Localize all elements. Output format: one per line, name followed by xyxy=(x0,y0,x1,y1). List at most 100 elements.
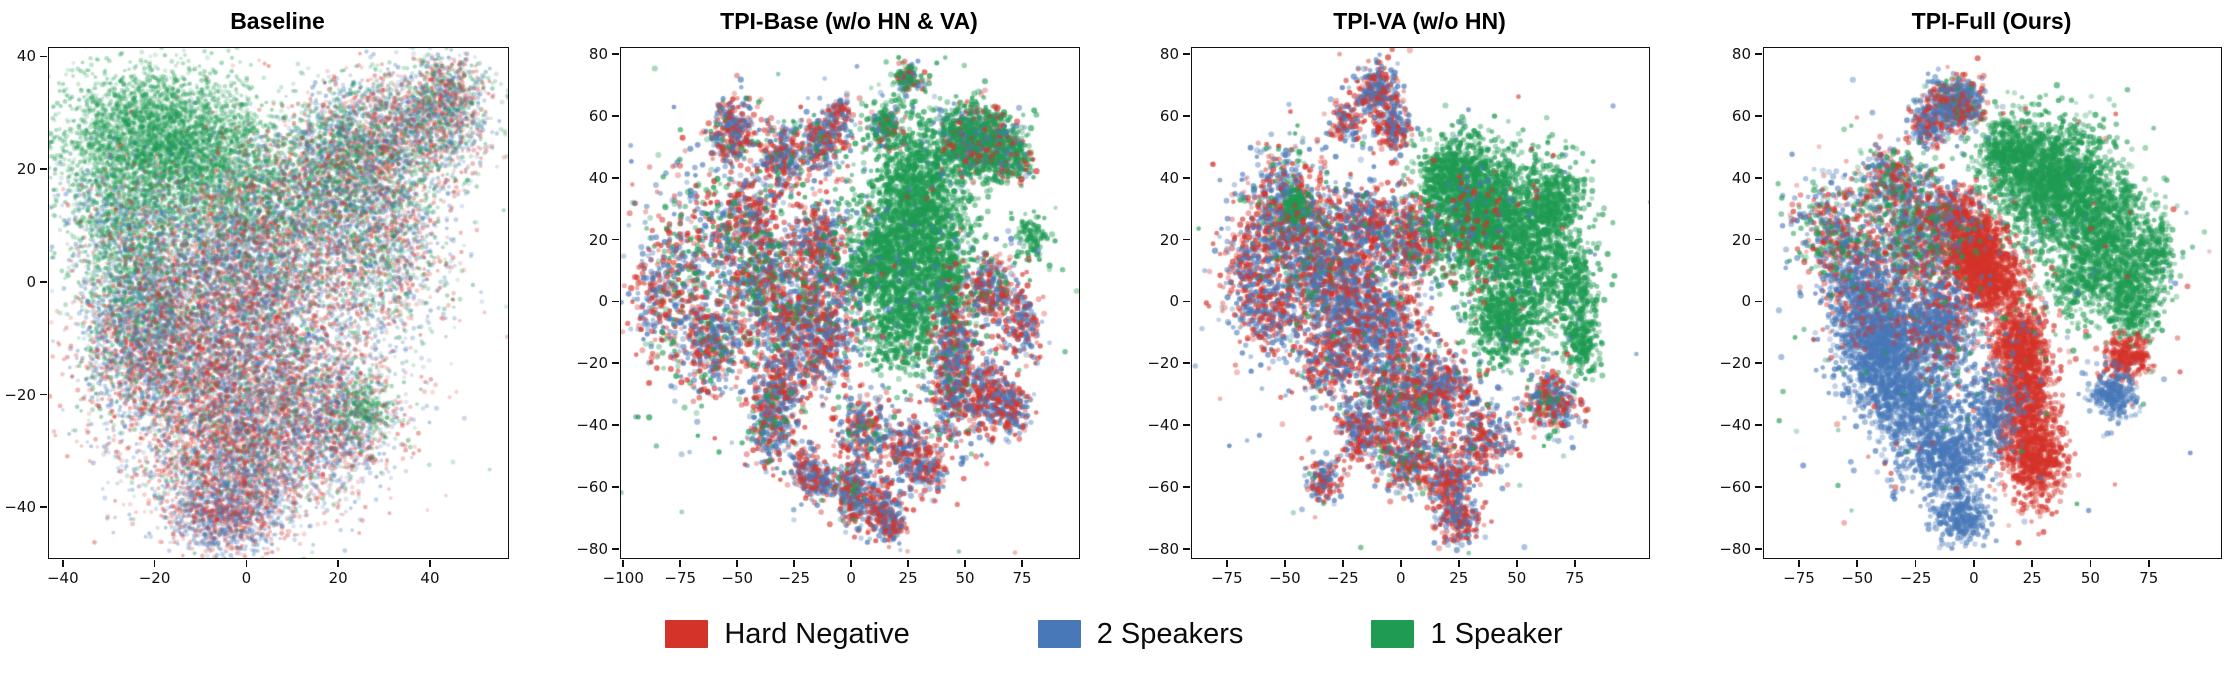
x-tick-mark xyxy=(337,560,339,567)
panel-tpi-full-plot: 80 60 40 20 0 −20 −40 −60 −80 −75 −50 −25 0 25 50 75 xyxy=(1719,45,2222,587)
legend-label: 2 Speakers xyxy=(1096,617,1244,650)
y-tick-mark xyxy=(612,547,619,550)
y-tick-mark xyxy=(1183,238,1190,241)
y-tick-label: 20 xyxy=(588,230,608,249)
x-tick-mark xyxy=(1856,560,1859,567)
y-tick-label: 60 xyxy=(1159,107,1179,125)
y-tick-label: 60 xyxy=(588,107,608,125)
y-tick-mark xyxy=(612,424,619,426)
x-tick-mark xyxy=(245,560,248,567)
y-tick-label: −40 xyxy=(1147,416,1179,435)
x-tick-mark xyxy=(1283,560,1286,567)
y-tick-mark xyxy=(40,281,47,283)
x-tick-mark xyxy=(1225,560,1228,567)
y-tick-label: 0 xyxy=(1741,292,1751,311)
y-tick-mark xyxy=(1755,547,1762,550)
x-tick-label: 50 xyxy=(1507,569,1527,587)
x-tick-label: 0 xyxy=(1969,569,1979,587)
y-tick-label: −20 xyxy=(4,385,36,404)
x-tick-mark xyxy=(1798,560,1800,567)
legend: Hard Negative 2 Speakers 1 Speaker xyxy=(0,604,2228,664)
x-tick-label: −25 xyxy=(1326,569,1359,587)
x-tick-mark xyxy=(964,560,966,567)
y-tick-label: 80 xyxy=(1731,45,1751,64)
x-tick-mark xyxy=(1573,560,1576,567)
y-tick-mark xyxy=(1755,53,1762,55)
x-tick-mark xyxy=(622,560,625,567)
y-tick-mark xyxy=(1183,300,1190,303)
x-tick-mark xyxy=(61,560,64,567)
x-tick-mark xyxy=(736,560,738,567)
x-tick-mark xyxy=(153,560,156,567)
x-tick-label: 0 xyxy=(1396,569,1406,587)
y-tick-label: 40 xyxy=(1731,168,1751,187)
x-tick-label: 25 xyxy=(2022,569,2042,587)
x-tick-mark xyxy=(2147,560,2150,567)
y-tick-label: 40 xyxy=(588,168,608,187)
y-tick-mark xyxy=(1755,300,1762,303)
y-tick-label: 40 xyxy=(1159,168,1179,187)
y-tick-label: −60 xyxy=(1147,477,1179,496)
legend-item-2-speakers: 2 Speakers xyxy=(1037,617,1244,651)
x-tick-label: −75 xyxy=(1783,569,1815,587)
y-tick-label: −40 xyxy=(576,416,608,435)
y-tick-label: 80 xyxy=(588,45,608,64)
y-tick-mark xyxy=(612,53,619,55)
y-tick-mark xyxy=(40,55,47,58)
panel-baseline-plot: 40 20 0 −20 −40 −40 −20 0 20 40 xyxy=(4,47,509,587)
x-tick-mark xyxy=(1973,560,1975,567)
x-tick-mark xyxy=(793,560,795,567)
x-tick-label: −25 xyxy=(1899,569,1932,587)
x-tick-mark xyxy=(1457,560,1460,567)
x-tick-label: 40 xyxy=(420,569,440,587)
x-tick-label: 25 xyxy=(898,569,918,587)
x-tick-label: 0 xyxy=(846,569,856,587)
y-tick-label: 60 xyxy=(1731,107,1751,125)
y-tick-mark xyxy=(1755,115,1762,117)
y-tick-mark xyxy=(1755,424,1762,426)
y-tick-label: −20 xyxy=(576,354,608,373)
y-tick-mark xyxy=(1755,177,1762,179)
scatter-canvas xyxy=(49,48,508,558)
x-tick-mark xyxy=(1399,560,1402,567)
y-tick-mark xyxy=(612,486,619,488)
y-tick-label: 20 xyxy=(16,160,36,179)
y-tick-label: −60 xyxy=(1719,477,1751,496)
x-tick-label: −75 xyxy=(1210,569,1243,587)
y-tick-mark xyxy=(612,238,619,241)
x-tick-label: 0 xyxy=(241,569,252,587)
y-tick-mark xyxy=(1183,362,1190,365)
x-tick-label: −100 xyxy=(602,569,644,587)
y-tick-label: −80 xyxy=(576,539,608,558)
one-speaker-swatch-icon xyxy=(1371,620,1415,648)
x-tick-label: −50 xyxy=(1841,569,1874,587)
y-tick-label: −80 xyxy=(1719,539,1751,558)
y-tick-mark xyxy=(1183,547,1190,550)
two-speakers-swatch-icon xyxy=(1037,620,1081,648)
legend-item-hard-negative: Hard Negative xyxy=(665,618,910,651)
x-tick-label: −40 xyxy=(46,569,79,587)
y-tick-mark xyxy=(1183,177,1190,179)
x-tick-label: 75 xyxy=(2139,569,2159,587)
x-tick-mark xyxy=(907,560,909,567)
scatter-canvas xyxy=(1192,48,1649,558)
x-tick-label: −50 xyxy=(721,569,754,587)
x-tick-mark xyxy=(1341,560,1344,567)
y-tick-mark xyxy=(612,362,619,365)
x-tick-mark xyxy=(429,560,431,567)
y-tick-label: 0 xyxy=(26,272,36,291)
scatter-canvas xyxy=(1764,48,2221,558)
y-tick-mark xyxy=(1755,362,1762,365)
y-tick-mark xyxy=(1183,424,1190,426)
panel-title-tpi-full: TPI-Full (Ours) xyxy=(1911,8,2072,34)
x-tick-mark xyxy=(1515,560,1518,567)
x-tick-mark xyxy=(1021,560,1023,567)
x-tick-mark xyxy=(850,560,852,567)
x-tick-label: 75 xyxy=(1565,569,1585,587)
legend-label: 1 Speaker xyxy=(1430,617,1563,650)
panel-title-tpi-base: TPI-Base (w/o HN & VA) xyxy=(720,8,978,34)
x-tick-label: 50 xyxy=(2080,569,2100,587)
x-tick-label: 20 xyxy=(328,569,348,587)
x-tick-label: −75 xyxy=(664,569,697,587)
